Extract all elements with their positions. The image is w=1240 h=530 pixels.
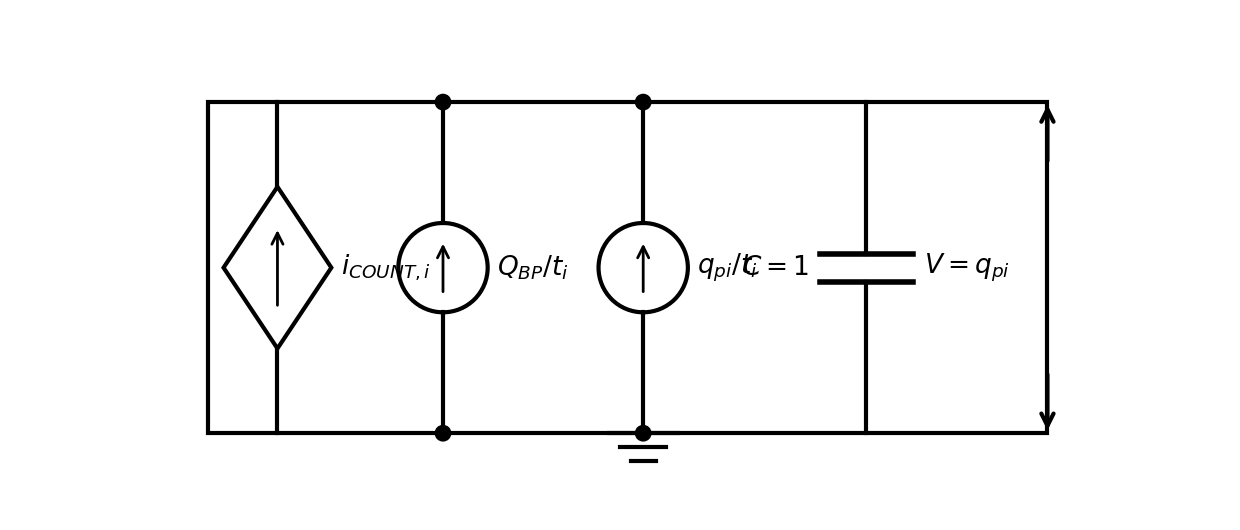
Circle shape [435, 94, 450, 110]
Circle shape [635, 426, 651, 441]
Text: $q_{pi}/t_i$: $q_{pi}/t_i$ [697, 252, 758, 284]
Circle shape [635, 94, 651, 110]
Circle shape [435, 426, 450, 441]
Text: $i_{COUNT,i}$: $i_{COUNT,i}$ [341, 252, 430, 283]
Text: $Q_{BP}/t_i$: $Q_{BP}/t_i$ [497, 253, 568, 282]
Text: $V=q_{pi}$: $V=q_{pi}$ [924, 252, 1011, 284]
Text: $C=1$: $C=1$ [742, 255, 808, 280]
